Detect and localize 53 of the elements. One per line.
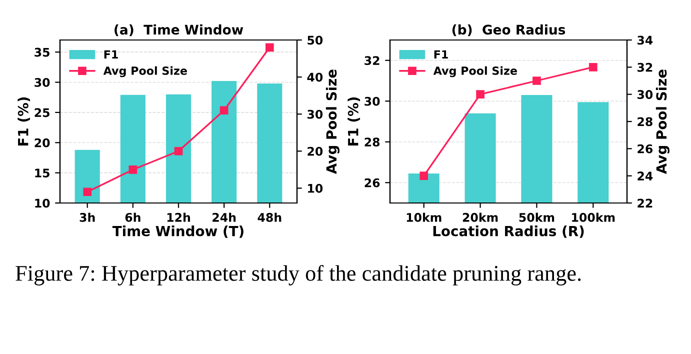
legend-label: Avg Pool Size [433,66,517,78]
y2-tick-label: 20 [308,146,323,156]
x-tick-label: 24h [212,212,236,222]
x-tick-label: 20km [462,212,498,222]
point [420,172,428,180]
y2-axis-title: Avg Pool Size [326,70,340,174]
y-tick-label: 26 [364,178,380,188]
y-tick-label: 10 [35,198,50,208]
y2-tick-label: 40 [307,72,323,82]
caption: Figure 7: Hyperparameter study of the candidate pruning range. [16,265,581,286]
chart-title: (a) Time Window [114,24,244,36]
y2-tick-label: 30 [308,110,323,119]
point [220,106,228,115]
x-tick-label: 10km [406,212,442,222]
y2-tick-label: 30 [638,90,653,99]
y-axis-title: F1 (%) [348,97,360,146]
chart-title: (b) Geo Radius [452,24,566,36]
legend-label: F1 [104,50,118,58]
point [128,165,138,174]
point [588,63,598,72]
y-tick-label: 15 [35,168,50,178]
x-tick-label: 12h [167,212,190,222]
y2-tick-label: 24 [638,172,653,180]
x-tick-label: 50km [519,212,554,222]
legend-label: Avg Pool Size [103,66,187,78]
y-tick-label: 35 [34,48,50,57]
y-tick-label: 25 [34,108,50,118]
y2-tick-label: 10 [308,184,323,193]
y2-tick-label: 34 [638,36,653,45]
x-axis-title: Location Radius (R) [433,226,584,238]
y-tick-label: 28 [364,138,380,147]
y-axis-title: F1 (%) [18,97,30,146]
point [265,43,274,52]
y-tick-label: 32 [364,56,380,66]
x-tick-label: 3h [80,212,95,222]
x-axis-title: Time Window (T) [112,226,244,238]
y2-axis-title: Avg Pool Size [656,70,670,174]
point [476,90,484,98]
y-tick-label: 30 [364,96,380,106]
y2-tick-label: 32 [638,62,652,72]
point [83,188,92,196]
x-tick-label: 6h [125,212,140,222]
legend-label: F1 [434,50,448,58]
point [174,146,183,156]
x-tick-label: 100km [572,212,615,222]
y2-tick-label: 22 [638,198,652,208]
x-tick-label: 48h [258,212,282,222]
y2-tick-label: 28 [638,117,652,126]
y2-tick-label: 50 [308,36,323,45]
y-tick-label: 30 [34,78,50,87]
y2-tick-label: 26 [638,144,653,154]
y-tick-label: 20 [34,138,50,148]
point [532,76,541,85]
